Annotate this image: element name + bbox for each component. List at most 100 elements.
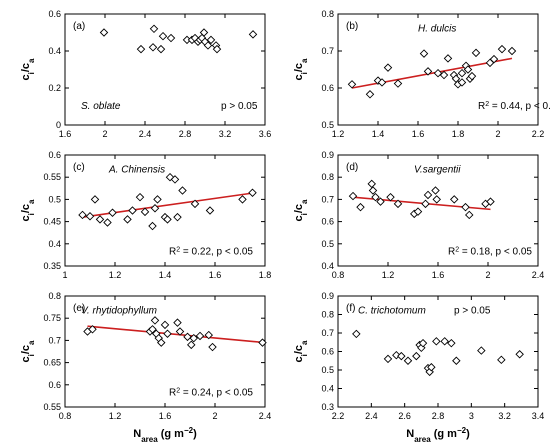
data-point <box>489 54 499 64</box>
data-point <box>418 338 428 348</box>
x-tick-label: 2 <box>212 411 217 421</box>
data-point <box>515 350 524 359</box>
data-point <box>99 28 109 37</box>
data-point <box>433 68 443 78</box>
x-tick-label: 3.4 <box>532 411 545 421</box>
y-tick-label: 0.35 <box>43 261 61 271</box>
data-point <box>463 65 473 74</box>
y-axis-label: ci/ca <box>293 199 309 222</box>
x-tick-label: 2.4 <box>139 129 152 139</box>
x-tick-label: 1.8 <box>259 270 272 280</box>
trend-line <box>82 191 256 218</box>
data-point <box>183 332 192 342</box>
y-tick-label: 0.6 <box>321 347 334 357</box>
data-point <box>403 356 413 365</box>
y-tick-label: 0.8 <box>321 172 334 182</box>
x-tick-label: 1.6 <box>59 129 72 139</box>
data-point <box>153 195 162 204</box>
y-axis-label: ci/ca <box>293 340 309 363</box>
x-tick-label: 3.2 <box>219 129 232 139</box>
panel-label: (e) <box>73 303 85 314</box>
data-point <box>376 197 385 206</box>
x-tick-label: 3.6 <box>259 129 272 139</box>
data-point <box>248 188 257 197</box>
species-label: H. dulcis <box>418 23 456 34</box>
y-tick-label: 0.4 <box>321 384 334 394</box>
species-label: V. rhytidophyllum <box>81 305 157 316</box>
y-tick-label: 0.4 <box>321 261 334 271</box>
x-tick-label: 1.4 <box>372 129 385 139</box>
data-point <box>135 192 145 202</box>
x-tick-label: 1.6 <box>159 411 172 421</box>
data-point <box>393 199 403 209</box>
data-point <box>419 49 429 58</box>
data-point <box>108 208 117 217</box>
y-tick-label: 0.5 <box>48 194 61 204</box>
data-point <box>173 212 182 222</box>
data-point <box>206 35 216 45</box>
data-point <box>173 318 182 327</box>
data-point <box>423 190 433 200</box>
data-point <box>457 68 467 78</box>
plot-frame <box>337 13 539 126</box>
x-tick-label: 1 <box>62 270 67 280</box>
data-point <box>149 24 159 34</box>
y-tick-label: 0.7 <box>48 335 61 345</box>
data-point <box>248 30 258 39</box>
data-point <box>497 44 507 54</box>
x-tick-label: 1.4 <box>159 270 172 280</box>
data-point <box>148 43 158 52</box>
data-point <box>178 186 187 195</box>
data-point <box>383 63 393 72</box>
data-point <box>148 221 157 231</box>
y-tick-label: 0.6 <box>48 380 61 390</box>
y-axis-label: ci/ca <box>293 58 309 81</box>
data-point <box>158 31 168 41</box>
x-tick-label: 2 <box>485 270 490 280</box>
x-tick-label: 1.6 <box>432 270 445 280</box>
x-tick-label: 1.2 <box>109 411 122 421</box>
x-tick-label: 2.8 <box>179 129 192 139</box>
x-tick-label: 2.2 <box>532 129 545 139</box>
data-point <box>163 215 172 224</box>
data-point <box>205 206 215 215</box>
x-tick-label: 2 <box>102 129 107 139</box>
y-tick-label: 0.6 <box>321 83 334 93</box>
y-tick-label: 0.4 <box>48 46 61 56</box>
species-label: A. Chinensis <box>108 164 165 175</box>
x-tick-label: 3 <box>469 411 474 421</box>
y-axis-label: ci/ca <box>20 58 36 81</box>
data-point <box>356 202 365 212</box>
trend-line <box>87 325 266 344</box>
data-point <box>195 331 205 341</box>
data-point <box>258 338 267 347</box>
data-point <box>371 192 380 202</box>
x-tick-label: 2.4 <box>259 411 272 421</box>
data-point <box>189 333 198 343</box>
y-axis-label: ci/ca <box>20 340 36 363</box>
y-tick-label: 0.55 <box>43 402 61 412</box>
x-tick-label: 1.8 <box>452 129 465 139</box>
data-point <box>477 346 486 355</box>
data-point <box>413 207 423 216</box>
x-tick-label: 0.8 <box>332 270 345 280</box>
data-point <box>208 342 217 352</box>
x-axis-label: Narea (g m−2) <box>133 426 197 444</box>
y-tick-label: 0.2 <box>48 83 61 93</box>
x-tick-label: 1.2 <box>332 129 345 139</box>
data-point <box>486 197 495 206</box>
stat-label: R2 = 0.44, p < 0.01 <box>478 101 550 113</box>
data-point <box>85 212 95 221</box>
y-tick-label: 0.5 <box>321 365 334 375</box>
panel-c: 1 1.2 1.4 1.6 1.8 0.35 0.4 0.45 0.5 0.55 0.6 ci/ca (… <box>20 150 271 280</box>
data-point <box>90 195 100 204</box>
y-tick-label: 0 <box>56 120 61 130</box>
data-point <box>175 327 185 336</box>
data-point <box>393 79 403 88</box>
y-tick-label: 0.45 <box>43 217 61 227</box>
data-point <box>467 71 477 81</box>
data-point <box>150 316 160 325</box>
data-point <box>238 195 247 204</box>
data-point <box>507 46 517 56</box>
